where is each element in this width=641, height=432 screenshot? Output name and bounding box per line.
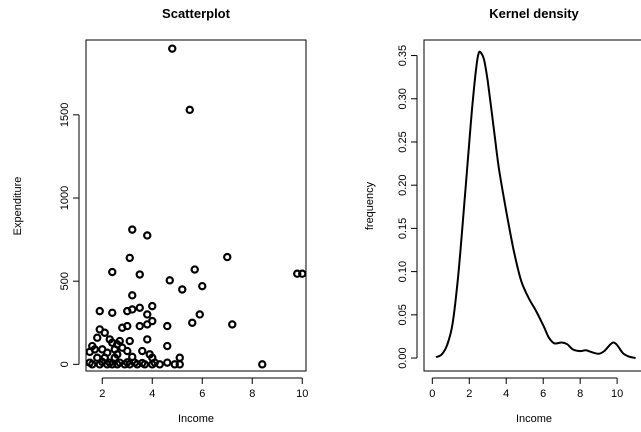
scatter-point bbox=[135, 303, 144, 312]
kernel-density-x-tick-label: 2 bbox=[466, 388, 472, 400]
kernel-density-curve bbox=[435, 50, 636, 359]
kernel-density-x-tick-label: 10 bbox=[611, 388, 623, 400]
scatterplot-x-label: Income bbox=[178, 413, 214, 425]
scatter-point bbox=[85, 347, 94, 357]
kernel-density-x-label: Income bbox=[516, 413, 552, 425]
scatter-point bbox=[143, 310, 152, 319]
scatter-point bbox=[170, 360, 179, 369]
scatter-point bbox=[148, 360, 157, 369]
kernel-density-x-tick-label: 0 bbox=[429, 388, 435, 400]
scatter-point bbox=[143, 231, 152, 240]
scatter-point bbox=[103, 360, 112, 369]
scatterplot-x-tick-label: 2 bbox=[99, 388, 105, 400]
scatter-point bbox=[163, 341, 172, 351]
scatter-point bbox=[93, 333, 102, 342]
scatter-point bbox=[125, 360, 134, 369]
scatter-point bbox=[163, 321, 172, 331]
kernel-density-y-tick-label: 0.10 bbox=[397, 261, 409, 282]
scatter-point bbox=[125, 336, 134, 346]
scatter-point bbox=[123, 321, 132, 331]
scatter-point bbox=[223, 252, 232, 262]
scatter-point bbox=[168, 44, 177, 53]
scatterplot-y-tick-label: 1000 bbox=[59, 186, 71, 210]
kernel-density-y-tick-label: 0.20 bbox=[397, 174, 409, 195]
scatter-point bbox=[110, 353, 119, 362]
scatter-point bbox=[190, 265, 199, 274]
scatter-point bbox=[228, 320, 237, 329]
scatter-point bbox=[198, 281, 207, 291]
scatterplot-panel: Scatterplot 2 4 6 8 10 0 500 1000 1500 Income E… bbox=[12, 6, 308, 425]
scatter-point bbox=[128, 305, 137, 314]
kernel-density-y-tick-label: 0.15 bbox=[397, 218, 409, 239]
scatter-point bbox=[163, 358, 172, 367]
scatter-point bbox=[93, 353, 102, 362]
scatter-point bbox=[188, 318, 197, 327]
scatter-point bbox=[138, 346, 147, 356]
scatter-point bbox=[143, 335, 152, 344]
scatter-point bbox=[148, 301, 157, 311]
scatterplot-title: Scatterplot bbox=[162, 6, 231, 21]
scatterplot-x-tick-label: 4 bbox=[149, 388, 155, 400]
kernel-density-y-tick-label: 0.00 bbox=[397, 347, 409, 368]
scatter-point bbox=[88, 360, 97, 369]
scatter-point bbox=[258, 360, 267, 369]
scatterplot-x-tick-label: 8 bbox=[249, 388, 255, 400]
scatter-point bbox=[108, 267, 117, 277]
scatter-point bbox=[95, 306, 104, 316]
kernel-density-x-axis: 0 2 4 6 8 10 bbox=[429, 377, 623, 400]
scatter-point bbox=[185, 105, 194, 115]
scatterplot-y-label: Expenditure bbox=[12, 177, 24, 236]
scatterplot-points bbox=[85, 44, 307, 369]
kernel-density-x-tick-label: 8 bbox=[577, 388, 583, 400]
scatterplot-y-tick-label: 500 bbox=[59, 272, 71, 290]
kernel-density-y-axis: 0.00 0.05 0.10 0.15 0.20 0.25 0.30 0.35 bbox=[397, 45, 418, 369]
scatterplot-x-tick-label: 6 bbox=[199, 388, 205, 400]
scatter-point bbox=[298, 269, 307, 278]
scatter-point bbox=[195, 310, 204, 319]
scatterplot-y-tick-label: 0 bbox=[59, 361, 71, 367]
kernel-density-y-tick-label: 0.35 bbox=[397, 45, 409, 66]
scatter-point bbox=[128, 291, 137, 300]
scatter-point bbox=[155, 360, 164, 369]
scatter-point bbox=[95, 360, 104, 369]
kernel-density-title: Kernel density bbox=[489, 6, 579, 21]
kernel-density-y-tick-label: 0.30 bbox=[397, 88, 409, 109]
kernel-density-y-label: frequency bbox=[364, 181, 376, 230]
scatterplot-x-axis: 2 4 6 8 10 bbox=[99, 377, 308, 400]
kernel-density-panel: Kernel density 0 2 4 6 8 10 0.000.050.100.150… bbox=[364, 6, 641, 425]
scatterplot-x-tick-label: 10 bbox=[296, 388, 308, 400]
scatter-point bbox=[175, 353, 184, 362]
scatter-point bbox=[128, 225, 137, 234]
scatterplot-y-tick-label: 1500 bbox=[59, 103, 71, 127]
scatter-point bbox=[113, 360, 122, 369]
scatter-point bbox=[293, 269, 302, 278]
scatter-point bbox=[123, 346, 132, 356]
scatterplot-plot-frame bbox=[85, 39, 307, 372]
kernel-density-x-tick-label: 6 bbox=[540, 388, 546, 400]
kernel-density-plot-frame bbox=[423, 39, 641, 372]
scatter-point bbox=[108, 308, 117, 317]
scatter-point bbox=[175, 360, 184, 369]
scatter-point bbox=[133, 360, 142, 369]
scatter-point bbox=[178, 285, 187, 294]
kernel-density-x-tick-label: 4 bbox=[503, 388, 509, 400]
scatter-point bbox=[143, 320, 152, 329]
scatterplot-y-axis: 0 500 1000 1500 bbox=[59, 103, 80, 367]
scatter-point bbox=[120, 360, 129, 369]
scatter-point bbox=[140, 360, 149, 369]
scatter-point bbox=[108, 360, 117, 369]
scatter-point bbox=[135, 321, 144, 331]
scatter-point bbox=[135, 270, 144, 279]
scatter-point bbox=[125, 253, 134, 263]
scatter-point bbox=[165, 276, 174, 285]
kernel-density-y-tick-label: 0.05 bbox=[397, 304, 409, 325]
scatter-point bbox=[100, 328, 109, 337]
kernel-density-y-tick-label: 0.25 bbox=[397, 131, 409, 152]
